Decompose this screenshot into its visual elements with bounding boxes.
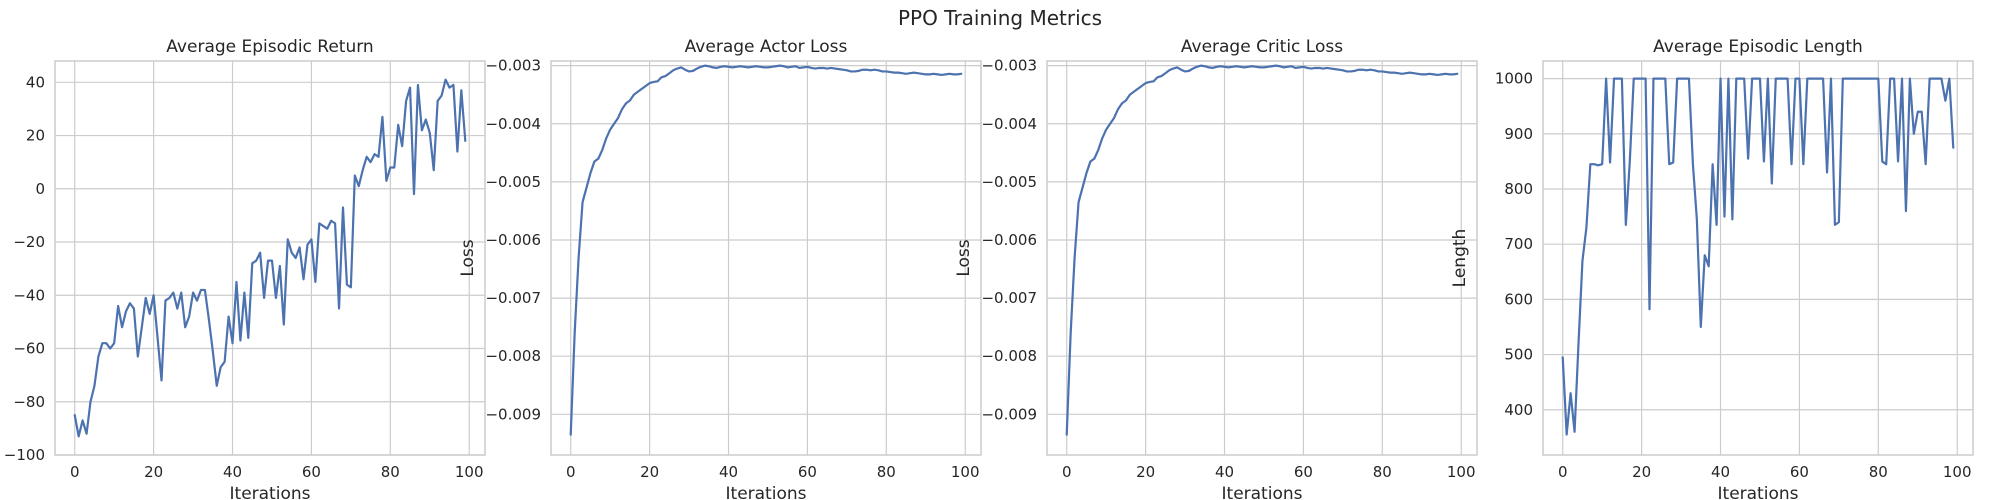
x-tick-label: 40 [223, 463, 242, 481]
chart-title: Average Episodic Length [1653, 37, 1863, 57]
x-tick-label: 40 [1215, 463, 1234, 481]
x-tick-label: 100 [1943, 463, 1972, 481]
y-tick-label: 0 [35, 180, 45, 198]
x-tick-label: 100 [455, 463, 484, 481]
chart-title: Average Critic Loss [1181, 37, 1343, 57]
y-tick-label: −40 [13, 286, 45, 304]
y-tick-label: −0.006 [981, 231, 1037, 249]
plot-area [550, 60, 982, 456]
x-tick-label: 60 [1790, 463, 1809, 481]
x-tick-label: 0 [1558, 463, 1568, 481]
y-axis-label: Loss [954, 239, 974, 276]
y-tick-label: −0.005 [485, 173, 541, 191]
y-tick-label: −20 [13, 233, 45, 251]
y-tick-label: −0.006 [485, 231, 541, 249]
y-axis-label: Loss [458, 239, 478, 276]
y-axis-label: Length [1450, 229, 1470, 288]
panel-episodic-return: 0 20 40 60 80 100 −100 −80 −60 −40 −20 0 20 40 Average… [4, 37, 486, 500]
x-tick-label: 80 [381, 463, 400, 481]
y-tick-label: 20 [26, 127, 45, 145]
chart-title: Average Episodic Return [166, 37, 373, 57]
x-axis-label: Iterations [726, 484, 807, 500]
x-tick-label: 0 [1062, 463, 1072, 481]
y-tick-label: 500 [1504, 346, 1533, 364]
y-tick-label: 700 [1504, 235, 1533, 253]
x-tick-label: 60 [302, 463, 321, 481]
y-tick-label: 800 [1504, 180, 1533, 198]
x-tick-label: 60 [1294, 463, 1313, 481]
plot-area [1046, 60, 1478, 456]
x-tick-label: 0 [70, 463, 80, 481]
y-tick-label: −0.005 [981, 173, 1037, 191]
y-tick-label: −60 [13, 340, 45, 358]
x-tick-label: 100 [1447, 463, 1476, 481]
x-tick-label: 40 [719, 463, 738, 481]
y-tick-label: −100 [4, 446, 45, 464]
plot-area [54, 60, 486, 456]
series-line [1561, 77, 1955, 436]
x-tick-label: 20 [1632, 463, 1651, 481]
x-tick-label: 40 [1711, 463, 1730, 481]
x-tick-label: 20 [1136, 463, 1155, 481]
panel-critic-loss: 0 20 40 60 80 100 −0.009 −0.008 −0.007 −0.006 −0.0… [954, 37, 1478, 500]
y-tick-label: −0.004 [981, 115, 1037, 133]
y-tick-label: 600 [1504, 290, 1533, 308]
figure-suptitle: PPO Training Metrics [898, 6, 1102, 30]
x-tick-label: 20 [144, 463, 163, 481]
x-tick-label: 20 [640, 463, 659, 481]
y-tick-label: −0.009 [485, 405, 541, 423]
y-tick-label: −0.003 [485, 57, 541, 75]
x-axis-label: Iterations [1222, 484, 1303, 500]
y-tick-label: −80 [13, 393, 45, 411]
series-line [569, 64, 963, 436]
x-tick-label: 0 [566, 463, 576, 481]
y-tick-label: −0.009 [981, 405, 1037, 423]
y-tick-label: 40 [26, 73, 45, 91]
y-tick-label: −0.003 [981, 57, 1037, 75]
y-tick-label: −0.007 [981, 289, 1037, 307]
x-tick-label: 80 [1869, 463, 1888, 481]
chart-title: Average Actor Loss [685, 37, 848, 57]
y-tick-label: −0.007 [485, 289, 541, 307]
panel-episodic-length: 0 20 40 60 80 100 400 500 600 700 800 900 1000 Averag… [1450, 37, 1974, 500]
x-tick-label: 80 [1373, 463, 1392, 481]
x-axis-label: Iterations [1718, 484, 1799, 500]
plot-area [1542, 60, 1974, 456]
x-tick-label: 80 [877, 463, 896, 481]
panel-actor-loss: 0 20 40 60 80 100 −0.009 −0.008 −0.007 −0.006 −0.0… [458, 37, 982, 500]
y-tick-label: −0.004 [485, 115, 541, 133]
series-line [73, 78, 467, 438]
y-tick-label: 900 [1504, 125, 1533, 143]
x-axis-label: Iterations [230, 484, 311, 500]
y-tick-label: 400 [1504, 401, 1533, 419]
y-tick-label: 1000 [1495, 70, 1533, 88]
x-tick-label: 100 [951, 463, 980, 481]
y-tick-label: −0.008 [485, 347, 541, 365]
y-tick-label: −0.008 [981, 347, 1037, 365]
x-tick-label: 60 [798, 463, 817, 481]
series-line [1065, 64, 1459, 436]
